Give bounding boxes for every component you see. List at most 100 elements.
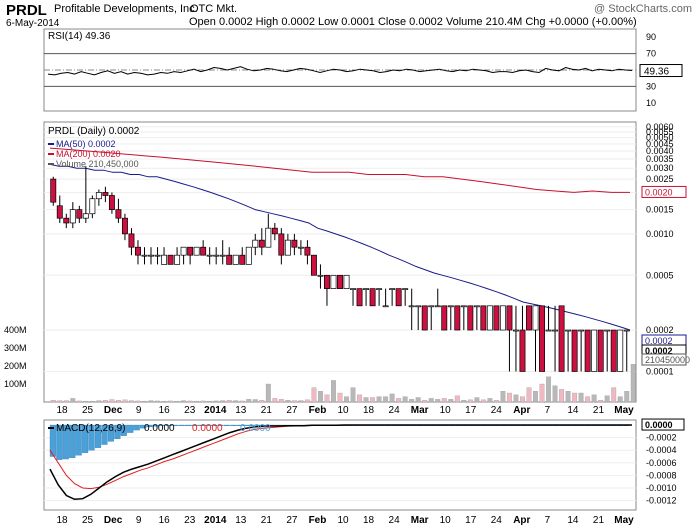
price-candle [95,192,102,200]
volume-bar [311,387,317,403]
rsi-tick-label: 90 [646,32,656,42]
price-x-label: 23 [184,405,196,416]
volume-bar [168,400,173,403]
price-tick-label: 0.0025 [646,174,674,184]
macd-x-label: 16 [159,515,171,526]
price-candle [63,217,70,224]
price-candle [454,305,461,331]
volume-bar [174,400,180,403]
price-candle [50,178,57,203]
close-value-badge-text: 0.0002 [645,346,673,356]
price-candle [591,329,598,372]
volume-bar [402,396,408,403]
volume-bar [546,376,551,403]
price-candle [121,217,128,235]
volume-bar [109,399,115,403]
volume-bar [461,400,467,403]
macd-x-label: Dec [104,515,123,526]
price-title: PRDL (Daily) 0.0002 [48,126,140,137]
price-candle [382,305,389,308]
volume-bar [454,395,460,403]
price-x-label: Feb [309,405,327,416]
price-candle [532,305,539,331]
volume-bar [142,400,147,403]
price-candle [460,305,467,308]
price-x-label: 24 [389,405,401,416]
price-candle [76,209,83,219]
macd-x-label: 21 [261,515,273,526]
macd-histogram-bar [114,424,121,440]
macd-histogram-bar [94,424,102,448]
volume-bar [220,400,226,403]
price-tick-label: 0.0050 [646,133,674,143]
price-candle [506,305,513,331]
macd-x-label: Feb [309,515,327,526]
volume-bar [604,395,610,403]
volume-bar [194,400,200,403]
rsi-value-badge [639,64,683,78]
rsi-tick-label: 70 [646,49,656,59]
price-candle [141,254,148,257]
price-candle [447,305,454,308]
price-candle [565,329,572,332]
price-candle [526,305,532,331]
macd-x-label: 10 [337,515,349,526]
volume-bar [272,398,278,403]
price-x-label: Mar [411,405,429,416]
volume-bar [363,397,369,403]
price-candle [135,246,141,256]
volume-bar [76,400,82,403]
volume-bar [591,394,597,403]
macd-x-label: 27 [286,515,298,526]
price-tick-label: 0.0045 [646,139,674,149]
price-tick-label: 0.0040 [646,146,674,156]
price-x-label: Apr [513,405,530,416]
price-x-label: 14 [567,405,579,416]
price-candle [421,305,428,331]
volume-bar [135,400,141,403]
ma200-value-badge [641,185,687,198]
volume-bar [50,400,56,403]
price-tick-label: 0.0015 [646,205,674,215]
price-candle [324,274,330,289]
ma50-value-badge-text: 0.0002 [645,336,673,346]
macd-x-label: 21 [593,515,605,526]
price-candle [480,305,487,331]
volume-bar [233,400,239,403]
macd-x-label: 17 [465,515,477,526]
price-candle [174,254,181,265]
volume-bar [331,380,336,403]
price-candle [167,254,174,265]
price-candle [271,227,278,235]
price-candle [408,305,415,308]
legend-label: MA(50) 0.0002 [56,139,116,149]
price-candle [252,239,259,248]
macd-histogram-bar [249,424,256,426]
price-candle [402,288,409,290]
macd-histogram-bar [223,424,230,426]
macd-x-label: May [614,515,634,526]
price-candle [56,205,63,219]
macd-histogram-bar [178,424,185,426]
price-candle [148,254,154,257]
volume-bar [278,399,284,403]
macd-histogram-bar [204,424,211,426]
price-candle [245,246,252,265]
price-candle [539,305,545,372]
macd-x-label: 9 [136,515,142,526]
price-candle [161,254,168,265]
legend-label: MA(200) 0.0020 [56,149,121,159]
price-candle [102,192,109,196]
macd-x-label: 25 [82,515,94,526]
ma50-line [49,163,631,331]
price-candle [545,329,552,332]
price-candle [395,288,402,307]
macd-tick-label: -0.0010 [646,483,677,493]
volume-bar [396,398,402,403]
volume-bar [57,400,63,403]
volume-bar [148,400,154,403]
volume-tick-label: 200M [4,361,27,371]
volume-bar [239,400,245,403]
volume-bar [226,400,232,403]
volume-bar [409,399,415,403]
